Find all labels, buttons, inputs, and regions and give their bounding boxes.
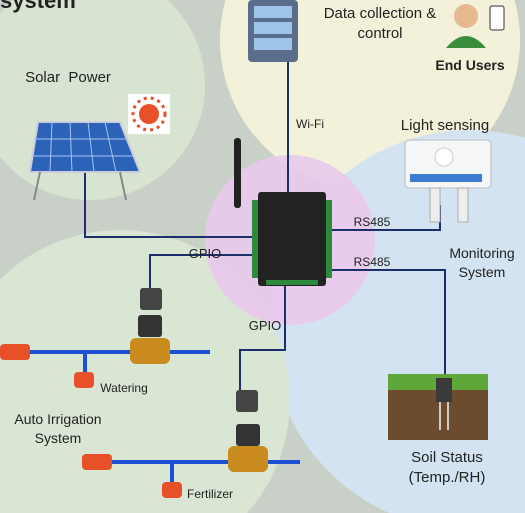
monitoring-label: System — [459, 264, 506, 280]
light-sensor — [404, 139, 492, 223]
wifi-label: Wi-Fi — [296, 117, 324, 131]
auto-irrigation-label: System — [35, 430, 82, 446]
data-collection-label: control — [357, 25, 402, 42]
irrigation-zone — [0, 230, 290, 513]
end-users-label: End Users — [435, 57, 504, 73]
auto-irrigation-label: Auto Irrigation — [14, 411, 101, 427]
fertilizer-label: Fertilizer — [187, 487, 233, 501]
soil-image — [388, 374, 488, 440]
title: system — [0, 0, 76, 13]
antenna — [234, 138, 241, 208]
rs485-label: RS485 — [354, 255, 391, 269]
soil-status-label: (Temp./RH) — [409, 469, 486, 486]
monitoring-label: Monitoring — [449, 245, 514, 261]
controller — [252, 192, 332, 286]
data-collection-label: Data collection & — [324, 5, 437, 22]
gpio-label: GPIO — [189, 246, 222, 261]
gpio-label: GPIO — [249, 318, 282, 333]
user-icon — [446, 4, 505, 48]
solar-panel — [28, 121, 142, 201]
watering-label: Watering — [100, 381, 148, 395]
irrigation-pipes — [0, 288, 300, 498]
wires — [84, 62, 446, 390]
rs485-label: RS485 — [354, 215, 391, 229]
solar-power-label: Solar Power — [25, 69, 111, 86]
soil-status-label: Soil Status — [411, 449, 483, 466]
server-icon — [248, 0, 298, 62]
light-sensing-label: Light sensing — [401, 117, 489, 134]
sun-icon — [128, 94, 170, 134]
